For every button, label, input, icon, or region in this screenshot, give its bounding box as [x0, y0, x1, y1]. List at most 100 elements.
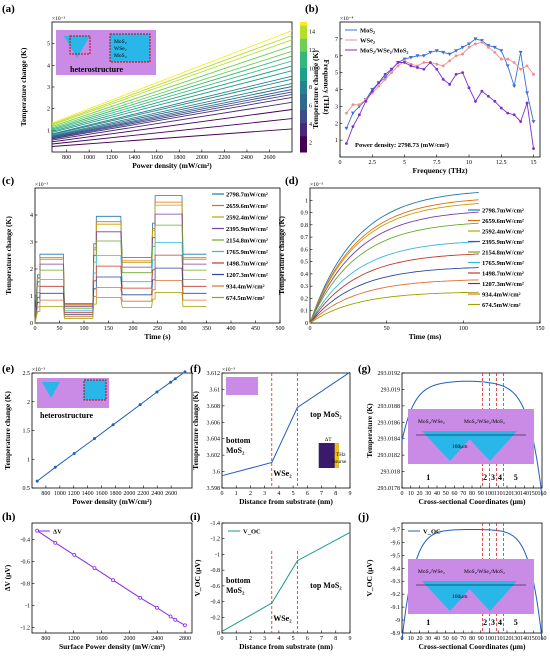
y-tick-label-f: 3.606: [207, 420, 221, 426]
data-point-b: [441, 50, 446, 55]
colorbar-cell-a: [300, 35, 307, 39]
inset-label-j: MoS₂/WSe₂: [418, 569, 445, 575]
data-point-e: [35, 479, 39, 483]
colorbar-tick-a: 4: [309, 122, 312, 128]
panel-h: (h) 800 1200 1600 2000 2400 2800 -0.4 -0.6 -0.8 -1…: [2, 511, 193, 651]
x-tick-label-e: 800: [41, 491, 50, 497]
data-point-b: [532, 72, 535, 76]
data-point-b: [377, 84, 381, 88]
data-point-b: [461, 71, 464, 75]
colorbar-tick-a: 8: [309, 85, 312, 91]
data-point-b: [408, 55, 413, 60]
inset-heatmap-edge-f: [334, 443, 339, 468]
y-tick-label-h: -0.8: [21, 582, 31, 588]
x-tick-label-e: 1000: [54, 491, 66, 497]
panel-label-d: (d): [285, 175, 299, 187]
data-point-b: [461, 52, 464, 56]
data-point-b: [525, 64, 529, 68]
x-tick-label-g: 40: [434, 491, 440, 497]
y-exponent-b: ×10⁻⁴: [340, 16, 354, 22]
x-tick-label-g: 0: [401, 491, 404, 497]
colorbar-cell-a: [300, 25, 307, 29]
legend-label-h: ΔV: [53, 529, 62, 536]
x-tick-label-g: 80: [469, 491, 475, 497]
x-tick-label-i: 1: [235, 636, 238, 642]
data-point-b: [350, 111, 355, 116]
data-point-b: [421, 54, 426, 58]
x-tick-label-i: 3: [263, 636, 266, 642]
region-number-j: 4: [498, 618, 502, 627]
x-tick-label-h: 2400: [151, 636, 163, 642]
series-line-d: [309, 241, 479, 324]
series-line-c: [34, 254, 207, 324]
x-tick-label-j: 90: [478, 636, 484, 642]
x-tick-label-g: 120: [503, 491, 512, 497]
plot-frame-i: [221, 522, 351, 634]
colorbar-cell-a: [300, 77, 307, 81]
y-tick-label-c: 1: [30, 294, 33, 300]
data-point-b: [473, 37, 478, 41]
region-label-i: MoS₂: [226, 586, 245, 595]
data-point-b: [416, 66, 419, 69]
colorbar-cell-a: [300, 51, 307, 55]
series-line-a: [51, 93, 293, 139]
inset-label-f: Sourse: [332, 459, 348, 465]
colorbar-cell-a: [300, 116, 307, 120]
zoom-inset-a: [109, 33, 151, 63]
y-tick-label-g: 293.018: [381, 470, 401, 476]
x-tick-label-c: 100: [80, 326, 89, 332]
y-axis-label-j: V_OC (μV): [365, 559, 374, 596]
x-tick-label-f: 5: [292, 491, 295, 497]
y-tick-label-i: -0.6: [211, 584, 221, 590]
data-point-b: [383, 76, 388, 80]
y-tick-label-a: 5: [47, 42, 50, 48]
data-point-h: [183, 623, 187, 628]
x-tick-label-h: 1600: [96, 636, 108, 642]
series-line-c: [34, 224, 207, 324]
series-line-g: [401, 380, 543, 497]
data-point-b: [486, 45, 490, 49]
x-tick-label-a: 1200: [106, 155, 118, 161]
data-point-b: [460, 45, 465, 50]
series-line-c: [34, 267, 207, 324]
x-tick-label-j: 110: [494, 636, 503, 642]
colorbar-cell-a: [300, 31, 307, 36]
annotation-b: Power density: 2798.73 (mW/cm²): [355, 142, 449, 149]
x-axis-label-g: Cross-sectional Coordinates (μm): [418, 497, 526, 506]
data-point-b: [357, 113, 361, 117]
y-axis-label-a: Temperature change (K): [19, 47, 28, 126]
y-axis-label-i: V_OC (μV): [193, 559, 202, 596]
data-point-b: [364, 99, 368, 103]
data-point-b: [492, 45, 497, 50]
data-point-h: [155, 605, 159, 610]
series-line-c: [34, 292, 207, 324]
x-tick-label-a: 1800: [173, 155, 185, 161]
x-tick-label-c: 350: [202, 326, 211, 332]
y-tick-label-g: 293.0178: [378, 486, 401, 492]
y-tick-label-j: -8.9: [391, 631, 401, 637]
legend-label-d: 2395.9mW/cm²: [482, 239, 524, 246]
x-tick-label-g: 100: [485, 491, 494, 497]
y-tick-label-g: 293.0192: [378, 371, 401, 377]
legend-label-d: 2592.4mW/cm²: [482, 229, 524, 236]
legend-label-d: 2798.7mW/cm²: [482, 208, 524, 215]
x-tick-label-g: 50: [443, 491, 449, 497]
colorbar-cell-a: [300, 129, 307, 133]
series-line-j: [401, 529, 543, 640]
triangle-icon: [422, 581, 477, 611]
x-tick-label-d: 50: [384, 326, 390, 332]
inset-label-f: ΔT: [325, 437, 333, 443]
y-tick-label-j: -9.6: [391, 540, 401, 546]
zoom-box-a: [69, 35, 91, 55]
series-line-a: [51, 45, 293, 128]
x-tick-label-f: 2: [249, 491, 252, 497]
series-line-a: [51, 55, 293, 130]
colorbar-cell-a: [300, 119, 307, 124]
series-line-a: [51, 50, 293, 129]
zoom-inset-e: [83, 379, 107, 401]
inset-layer-label-a: MoS₂: [114, 39, 127, 45]
series-line-c: [34, 280, 207, 324]
data-point-b: [505, 64, 510, 68]
y-tick-label-b: 4: [335, 88, 338, 94]
